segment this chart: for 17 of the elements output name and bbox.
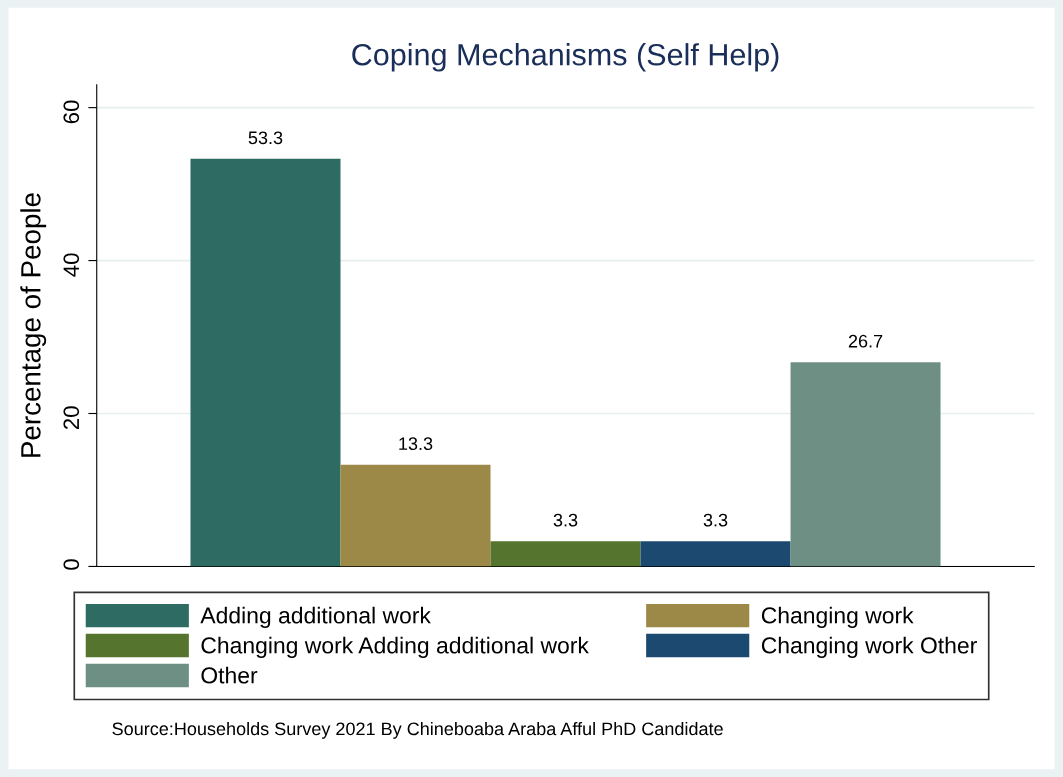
legend-label: Changing work Other: [761, 636, 977, 659]
legend-label: Other: [201, 666, 258, 684]
y-tick-label: 20: [63, 406, 80, 430]
data-label: 3.3: [703, 513, 728, 527]
data-label: 26.7: [848, 334, 883, 348]
data-label: 3.3: [553, 513, 578, 527]
chart-title: Coping Mechanisms (Self Help): [352, 43, 779, 72]
data-label: 13.3: [399, 437, 433, 451]
y-tick-label: 40: [63, 253, 80, 277]
data-label: 53.3: [248, 131, 283, 145]
y-tick-label: 0: [63, 559, 80, 570]
y-axis-title: Percentage of People: [20, 193, 47, 457]
source-note: Source:Households Survey 2021 By Chineboaba Araba Afful PhD Candidate: [112, 721, 723, 739]
legend-label: Changing work: [761, 606, 914, 629]
y-tick-label: 60: [63, 100, 80, 124]
legend-label: Adding additional work: [200, 606, 431, 629]
legend-label: Changing work Adding additional work: [201, 636, 589, 659]
